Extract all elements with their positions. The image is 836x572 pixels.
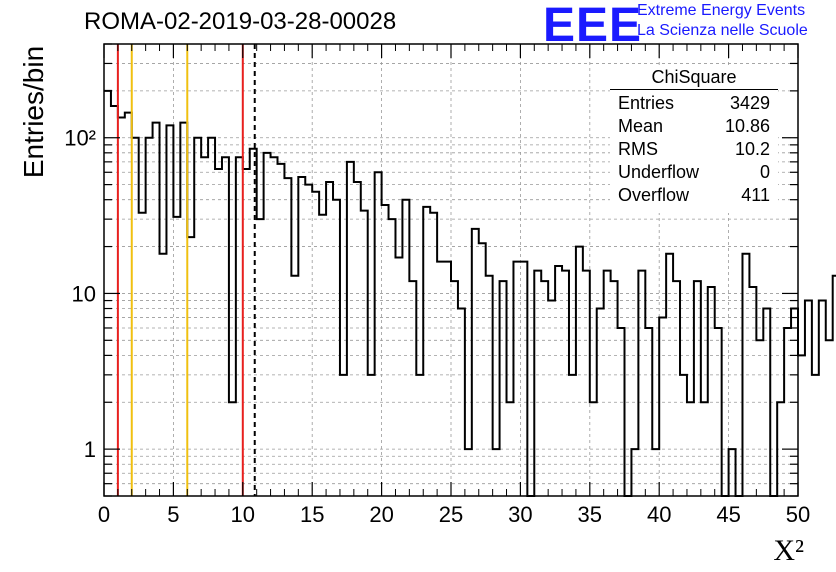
stats-row-entries: Entries 3429 bbox=[610, 92, 778, 115]
stats-value: 10.2 bbox=[734, 139, 770, 159]
stats-label: RMS bbox=[618, 139, 658, 159]
stats-label: Overflow bbox=[618, 185, 690, 205]
x-tick-label: 30 bbox=[508, 502, 532, 527]
stats-row-mean: Mean 10.86 bbox=[610, 115, 778, 138]
x-tick-label: 10 bbox=[231, 502, 255, 527]
x-tick-label: 25 bbox=[439, 502, 463, 527]
x-axis-label: X² bbox=[773, 534, 804, 567]
stats-box: ChiSquare Entries 3429 Mean 10.86 RMS 10… bbox=[610, 65, 778, 213]
stats-label: Entries bbox=[618, 93, 675, 113]
reference-lines bbox=[116, 44, 256, 496]
histogram-line bbox=[104, 89, 836, 497]
stats-label: Mean bbox=[618, 116, 664, 136]
stats-row-rms: RMS 10.2 bbox=[610, 138, 778, 161]
stats-row-underflow: Underflow 0 bbox=[610, 161, 778, 184]
eee-logo: EEE bbox=[543, 0, 643, 52]
stats-row-overflow: Overflow 411 bbox=[610, 184, 778, 207]
stats-value: 3429 bbox=[729, 93, 770, 113]
y-tick-label: 1 bbox=[84, 437, 96, 462]
y-tick-label: 10² bbox=[64, 126, 96, 151]
stats-value: 411 bbox=[741, 185, 770, 205]
y-axis-label: Entries/bin bbox=[18, 45, 49, 179]
stats-value: 10.86 bbox=[724, 116, 770, 136]
x-tick-label: 50 bbox=[786, 502, 810, 527]
y-tick-label: 10 bbox=[72, 281, 96, 306]
stats-title: ChiSquare bbox=[610, 65, 778, 90]
histogram-series bbox=[104, 89, 836, 497]
x-tick-label: 45 bbox=[716, 502, 740, 527]
x-tick-label: 35 bbox=[578, 502, 602, 527]
logo-line-2: La Scienza nelle Scuole bbox=[637, 22, 808, 39]
axes: 0 5 10 15 20 25 30 35 40 45 50 1 10 10² bbox=[64, 43, 810, 527]
stats-value: 0 bbox=[759, 162, 770, 182]
x-tick-label: 5 bbox=[167, 502, 179, 527]
x-tick-label: 15 bbox=[300, 502, 324, 527]
stats-label: Underflow bbox=[618, 162, 700, 182]
run-title: ROMA-02-2019-03-28-00028 bbox=[84, 8, 397, 35]
x-tick-label: 0 bbox=[98, 502, 110, 527]
x-tick-label: 40 bbox=[647, 502, 671, 527]
x-tick-label: 20 bbox=[369, 502, 393, 527]
logo-line-1: Extreme Energy Events bbox=[637, 2, 806, 19]
